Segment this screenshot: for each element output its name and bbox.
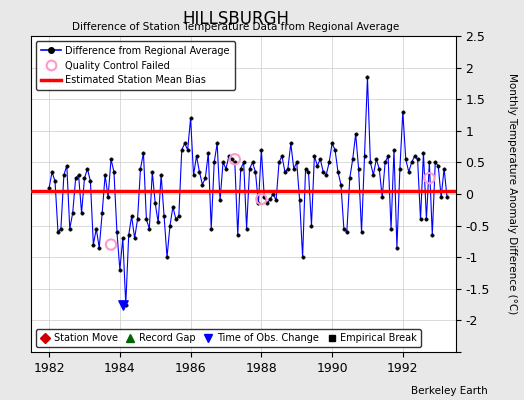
Y-axis label: Monthly Temperature Anomaly Difference (°C): Monthly Temperature Anomaly Difference (… <box>507 73 517 315</box>
Point <box>257 196 266 202</box>
Legend: Station Move, Record Gap, Time of Obs. Change, Empirical Break: Station Move, Record Gap, Time of Obs. C… <box>36 329 421 347</box>
Text: Difference of Station Temperature Data from Regional Average: Difference of Station Temperature Data f… <box>72 22 399 32</box>
Point <box>118 302 127 308</box>
Text: HILLSBURGH: HILLSBURGH <box>182 10 289 28</box>
Point <box>107 241 115 248</box>
Point <box>231 156 239 162</box>
Point <box>425 175 433 182</box>
Text: Berkeley Earth: Berkeley Earth <box>411 386 487 396</box>
